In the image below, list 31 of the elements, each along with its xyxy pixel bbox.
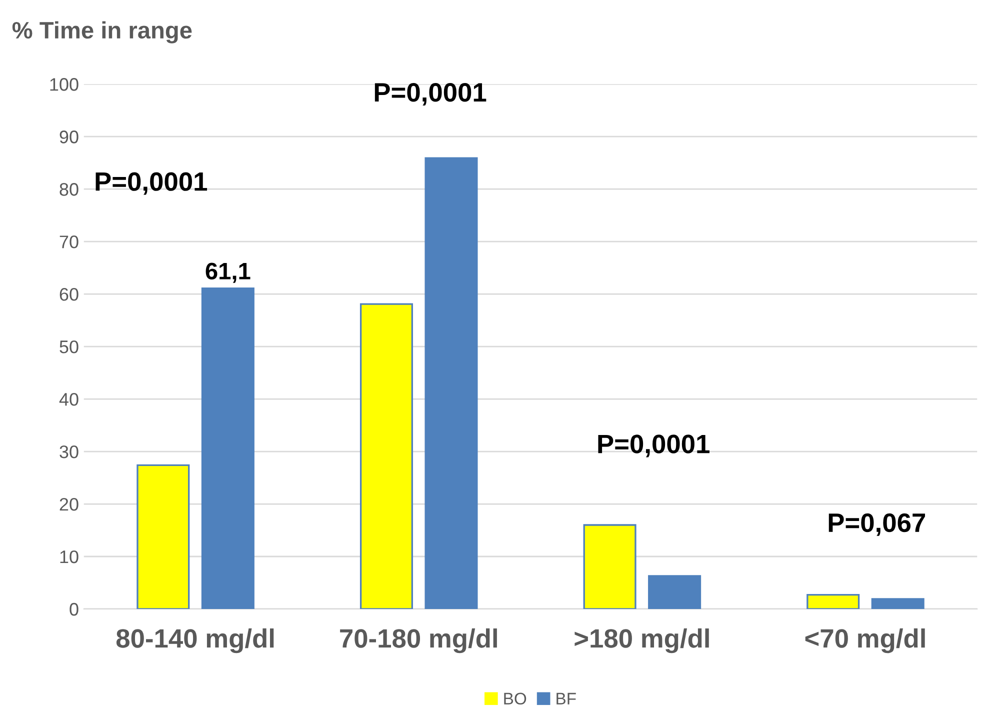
x-tick-label: 70-180 mg/dl (340, 628, 497, 654)
annotation: P=0,0001 (96, 172, 208, 195)
y-tick-label: 0 (70, 602, 78, 616)
annotation: P=0,0001 (598, 434, 710, 458)
y-tick-label: 90 (60, 130, 78, 144)
bar (806, 594, 860, 609)
bar (871, 598, 924, 609)
x-tick-label: >180 mg/dl (574, 628, 709, 654)
x-tick-label: 80-140 mg/dl (116, 628, 274, 654)
bar (648, 575, 702, 609)
annotation: P=0,0001 (374, 83, 486, 106)
y-tick-label: 30 (60, 445, 78, 458)
bar (201, 287, 254, 609)
y-tick-label: 100 (50, 78, 78, 91)
y-tick-label: 80 (60, 183, 78, 196)
y-tick-label: 40 (59, 392, 78, 406)
legend-label: BF (556, 692, 576, 704)
y-axis-title: % Time in range (12, 21, 192, 44)
y-tick-label: 60 (60, 288, 78, 301)
bar (424, 157, 478, 609)
y-tick-label: 10 (60, 550, 78, 564)
legend-label: BO (504, 692, 526, 705)
bar (583, 524, 636, 609)
y-tick-label: 70 (60, 236, 78, 248)
y-tick-label: 50 (60, 340, 78, 354)
data-label: 61,1 (206, 262, 250, 283)
bar (360, 303, 413, 609)
x-tick-label: <70 mg/dl (805, 628, 925, 654)
y-tick-label: 20 (60, 498, 78, 511)
annotation: P=0,067 (828, 513, 926, 536)
bar (136, 464, 190, 609)
